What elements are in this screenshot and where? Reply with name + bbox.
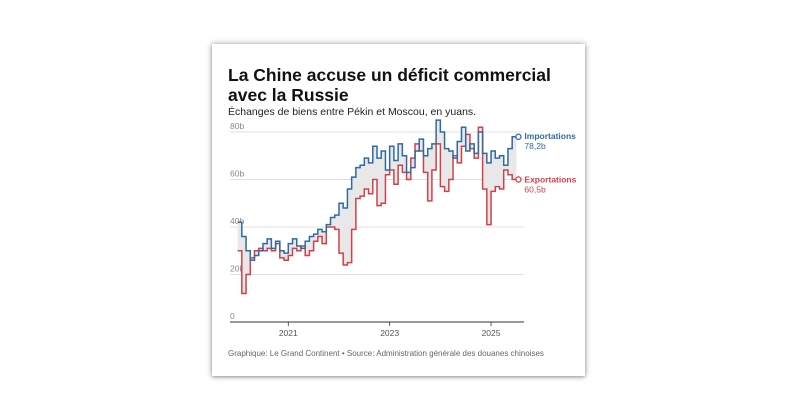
source-note: Graphique: Le Grand Continent • Source: …: [228, 349, 544, 358]
chart-title: La Chine accuse un déficit commercial av…: [228, 65, 551, 105]
x-tick-label: 2025: [482, 328, 501, 338]
chart-card: La Chine accuse un déficit commercial av…: [212, 44, 585, 376]
imports-line: [237, 119, 517, 261]
imports-legend-label: Importations: [524, 131, 576, 141]
line-chart: 0 20b 40b 60b 80b 2021 2023 2025 Importations78,…: [230, 119, 577, 338]
y-tick-label: 20b: [230, 264, 244, 274]
imports-last-value: 78,2b: [524, 141, 546, 151]
exports-legend-label: Exportations: [524, 175, 576, 185]
y-tick-label: 40b: [230, 216, 244, 226]
imports-end-marker: [515, 133, 522, 141]
x-tick-label: 2021: [279, 328, 298, 338]
y-tick-label: 0: [230, 311, 235, 321]
gap-area: [237, 120, 517, 294]
y-tick-label: 80b: [230, 121, 244, 131]
exports-last-value: 60,5b: [524, 185, 546, 195]
x-tick-label: 2023: [380, 328, 399, 338]
exports-end-marker: [515, 176, 522, 183]
chart-subtitle: Échanges de biens entre Pékin et Moscou,…: [228, 106, 477, 118]
y-tick-label: 60b: [230, 169, 244, 179]
exports-line: [237, 126, 517, 295]
